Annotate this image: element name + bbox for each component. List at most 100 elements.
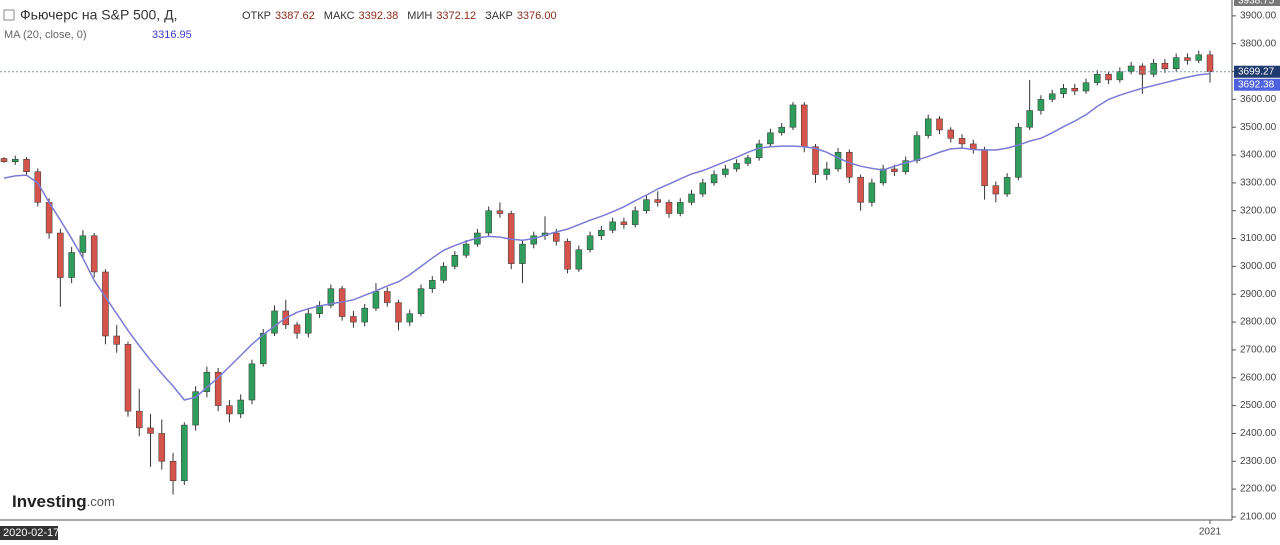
candle-body [564, 241, 571, 270]
y-tick-label: 2300.00 [1240, 456, 1277, 467]
ma-line [3, 72, 1211, 401]
candle-body [586, 235, 594, 250]
candle-body [1071, 87, 1078, 92]
candle-body [879, 168, 887, 184]
candle-body [485, 210, 492, 234]
candle-body [519, 243, 526, 264]
ohlc-label: ЗАКР [485, 10, 513, 22]
y-tick-label: 3900.00 [1240, 11, 1277, 22]
candle-body [1172, 57, 1180, 70]
candle-body [259, 332, 267, 365]
candle-body [57, 232, 64, 278]
candle-body [710, 174, 718, 184]
candle-body [158, 433, 166, 462]
candle-body [372, 291, 380, 309]
candle-body [23, 158, 30, 173]
candle-body [688, 193, 695, 203]
candle-body [1127, 65, 1135, 72]
candle-body [1094, 74, 1101, 83]
candle-body [812, 146, 819, 175]
collapse-icon[interactable] [3, 9, 15, 21]
ohlc-label: МИН [407, 10, 432, 22]
candle-body [1003, 177, 1011, 195]
candle-body [857, 177, 864, 203]
last-price-box [1234, 65, 1280, 78]
candle-body [744, 157, 752, 164]
candle-body [181, 424, 188, 481]
ohlc-value: 3392.38 [359, 10, 399, 22]
candle-body [327, 288, 335, 306]
candle-body [1150, 62, 1157, 75]
candle-body [553, 232, 560, 242]
candle-body [496, 210, 504, 214]
candle-body [699, 182, 707, 195]
candle-body [406, 313, 414, 323]
ohlc-label: ОТКР [242, 10, 271, 22]
candle-body [68, 252, 75, 278]
candle-body [654, 199, 661, 203]
candle-body [992, 185, 1000, 195]
candle-body [214, 371, 222, 406]
candle-body [136, 410, 143, 429]
candle-body [1082, 82, 1090, 92]
watermark: Investing.com [12, 492, 115, 511]
candle-body [79, 235, 87, 253]
chart-title: Фьючерс на S&P 500, Д, [20, 7, 177, 23]
candle-body [102, 271, 109, 337]
ohlc-value: 3372.12 [436, 10, 476, 22]
candle-body [1105, 74, 1112, 81]
y-tick-label: 3200.00 [1240, 205, 1277, 216]
y-tick-label: 3400.00 [1240, 150, 1277, 161]
candle-body [924, 118, 932, 136]
candle-body [958, 138, 966, 145]
candle-body [530, 235, 537, 245]
y-tick-label: 3000.00 [1240, 261, 1277, 272]
candle-body [789, 104, 797, 128]
watermark-main: Investing [12, 492, 87, 511]
candle-body [462, 243, 470, 256]
candle-body [609, 221, 616, 231]
candle-body [429, 280, 436, 289]
crosshair-date-box [0, 526, 58, 540]
candle-body [834, 152, 842, 170]
y-tick-label: 2800.00 [1240, 317, 1277, 328]
candle-body [643, 199, 650, 211]
y-tick-label: 2500.00 [1240, 400, 1277, 411]
candle-body [350, 316, 357, 323]
ohlc-value: 3387.62 [275, 10, 315, 22]
y-tick-label: 3300.00 [1240, 178, 1277, 189]
candle-body [755, 143, 763, 159]
candle-body [1060, 87, 1067, 95]
candle-body [293, 324, 301, 334]
ohlc-label: МАКС [324, 10, 355, 22]
candle-body [575, 249, 583, 270]
candle-body [1116, 71, 1124, 81]
ma-price-box [1234, 78, 1280, 91]
candle-body [778, 126, 785, 134]
candle-body [846, 152, 853, 178]
candle-body [902, 160, 909, 173]
candle-body [665, 202, 673, 214]
candle-body [891, 168, 898, 173]
watermark-domain: .com [87, 494, 115, 509]
candle-body [1026, 110, 1033, 128]
candle-body [631, 210, 639, 225]
y-tick-label: 3500.00 [1240, 122, 1277, 133]
candle-body [1015, 126, 1022, 178]
candle-body [800, 104, 808, 147]
last-price-label: 3699.27 [1238, 66, 1275, 77]
candle-body [733, 163, 740, 170]
y-tick-label: 2900.00 [1240, 289, 1277, 300]
y-tick-label: 2600.00 [1240, 372, 1277, 383]
ma-legend: MA (20, close, 0) [4, 29, 87, 41]
y-tick-label: 2100.00 [1240, 512, 1277, 523]
candle-body [620, 221, 628, 225]
candle-body [947, 129, 955, 139]
candle-body [823, 168, 831, 175]
candle-body [361, 307, 368, 323]
y-tick-label: 2700.00 [1240, 345, 1277, 356]
candle-body [677, 202, 684, 214]
candle-body [722, 168, 729, 175]
y-tick-label: 2400.00 [1240, 428, 1277, 439]
